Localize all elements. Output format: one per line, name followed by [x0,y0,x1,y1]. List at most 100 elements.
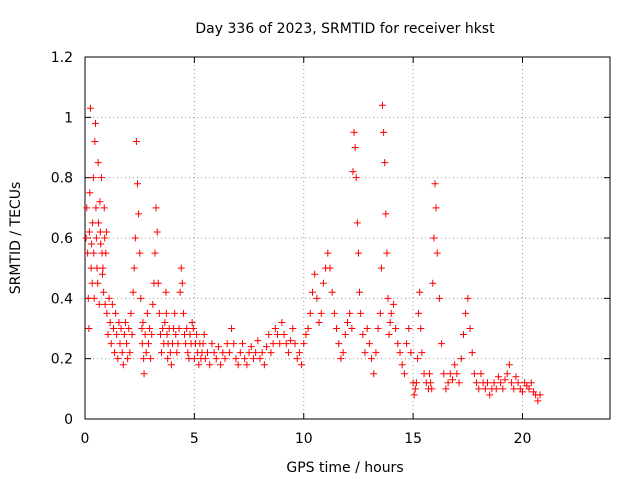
x-tick-label: 20 [514,431,532,447]
data-point [313,294,321,302]
data-point [468,349,476,357]
data-point [379,101,386,109]
data-point [225,349,233,357]
data-point [372,349,380,357]
data-point [396,349,404,357]
data-point [162,288,170,296]
data-point [103,309,111,317]
data-point [525,385,533,393]
data-point [92,119,99,127]
data-point [130,264,138,272]
data-point [330,309,338,317]
data-point [97,240,105,248]
data-point [232,355,240,363]
data-point [186,331,194,339]
data-point [462,309,470,317]
data-point [505,361,513,369]
data-point [184,349,192,357]
data-point [212,355,220,363]
data-points [82,101,544,405]
data-point [223,340,231,348]
data-point [287,337,295,345]
data-point [405,325,413,332]
data-point [282,340,290,348]
data-point [153,228,161,236]
data-point [83,204,91,212]
data-point [315,318,323,326]
data-point [426,370,434,378]
data-point [120,331,128,339]
data-point [470,370,478,378]
data-point [410,391,418,399]
data-point [293,355,301,363]
data-point [214,343,222,351]
data-point [166,349,174,357]
data-point [302,331,310,339]
data-point [149,300,157,308]
data-point [276,340,284,348]
data-point [174,340,182,348]
data-point [188,318,196,326]
data-point [107,340,115,348]
data-point [89,174,97,182]
data-point [173,349,181,357]
data-point [159,325,167,332]
data-point [104,331,112,339]
data-point [267,349,275,357]
data-point [457,355,465,363]
data-point [309,288,316,296]
data-point [100,204,108,212]
data-point [383,249,391,257]
data-point [111,349,119,357]
data-point [428,385,436,393]
data-point [193,331,201,339]
data-point [135,210,143,218]
x-tick-label: 5 [190,431,199,447]
chart-title: Day 336 of 2023, SRMTID for receiver hks… [195,21,495,37]
data-point [435,294,443,302]
data-point [459,331,467,339]
data-point [117,325,125,332]
data-point [95,300,103,308]
grid-lines [85,57,610,419]
data-point [132,137,140,145]
data-point [123,340,131,348]
data-point [376,309,384,317]
data-point [359,331,367,339]
data-point [101,300,109,308]
data-point [230,340,238,348]
data-point [175,325,183,332]
data-point [381,159,389,167]
data-point [356,288,364,296]
data-point [350,128,358,136]
data-point [430,234,438,242]
data-point [92,204,100,212]
data-point [199,340,207,348]
data-point [464,294,472,302]
data-point [172,331,180,339]
data-point [126,349,134,357]
data-point [451,361,459,369]
data-point [389,300,397,308]
data-point [352,174,360,182]
data-point [190,355,198,363]
data-point [146,325,154,332]
data-point [156,331,164,339]
data-point [189,325,197,332]
data-point [164,355,172,363]
data-point [152,204,160,212]
data-point [306,309,314,317]
data-point [86,104,94,112]
data-point [254,337,262,345]
data-point [93,264,101,272]
data-point [298,361,306,369]
data-point [501,376,509,384]
axis-ticks: 0 5 10 15 20 0 0.2 0.4 0.6 0.8 1 1.2 [51,50,610,447]
data-point [99,270,106,278]
y-tick-label: 0.8 [51,171,73,187]
data-point [335,340,343,348]
data-point [143,309,151,317]
data-point [89,219,97,227]
data-point [245,349,253,357]
data-point [171,309,179,317]
